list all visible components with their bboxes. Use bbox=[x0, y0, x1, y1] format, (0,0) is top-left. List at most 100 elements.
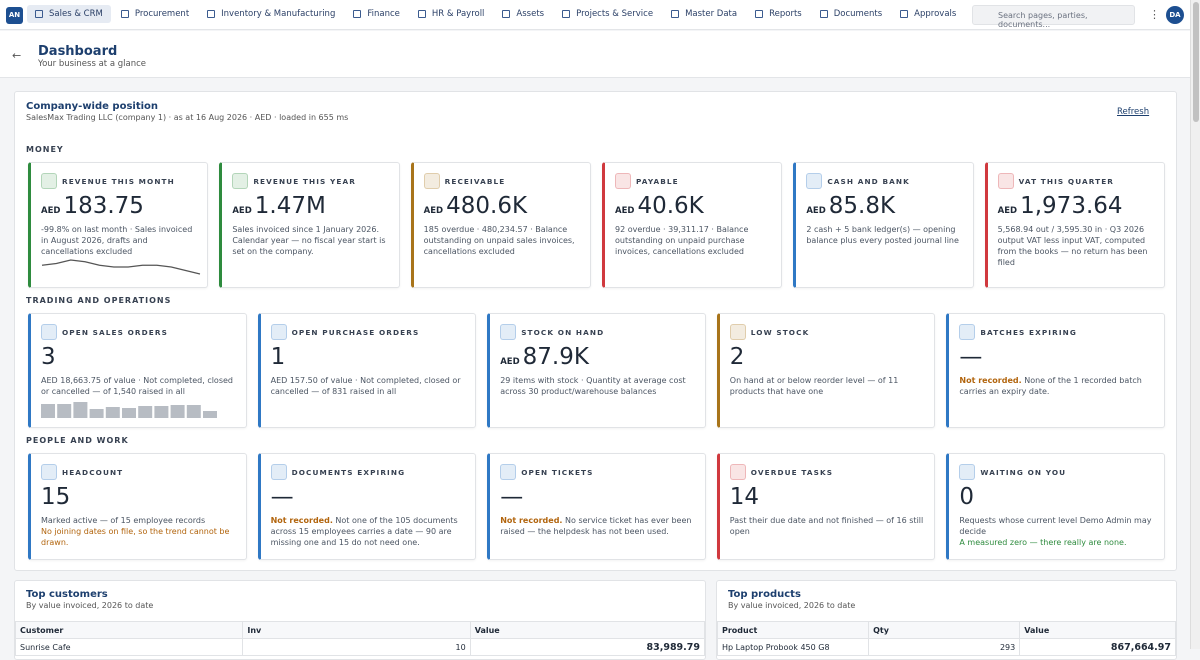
card-currency: AED bbox=[232, 206, 252, 216]
kpi-card[interactable]: OVERDUE TASKS 14 Past their due date and n… bbox=[716, 453, 936, 560]
back-button[interactable]: ← bbox=[12, 49, 22, 62]
refresh-link[interactable]: Refresh bbox=[1117, 107, 1150, 117]
nav-icon bbox=[120, 10, 129, 18]
kpi-card[interactable]: REVENUE THIS MONTH AED 183.75 -99.8% on las… bbox=[28, 162, 209, 288]
card-value: 40.6K bbox=[637, 193, 704, 219]
nav-item[interactable]: Sales & CRM bbox=[27, 5, 111, 23]
kpi-card[interactable]: OPEN SALES ORDERS 3 AED 18,663.75 of value… bbox=[28, 313, 247, 428]
kpi-card[interactable]: BATCHES EXPIRING — Not recorded. None of t… bbox=[946, 313, 1165, 428]
table-cell: 867,664.97 bbox=[1019, 638, 1176, 656]
card-note: Not recorded. bbox=[270, 516, 333, 525]
mini-bar bbox=[186, 405, 201, 418]
search-box[interactable]: Search pages, parties, documents... bbox=[972, 5, 1135, 29]
card-label: VAT THIS QUARTER bbox=[1018, 177, 1115, 186]
nav-item[interactable]: Reports bbox=[747, 5, 810, 23]
kpi-card[interactable]: LOW STOCK 2 On hand at or below reorder le… bbox=[716, 313, 936, 428]
card-desc: Not recorded. None of the 1 recorded bat… bbox=[959, 375, 1156, 397]
card-desc-text: None of the 1 recorded batch carries an … bbox=[959, 376, 1142, 396]
mini-bar bbox=[57, 404, 72, 418]
card-desc-text: Sales invoiced since 1 January 2026. Cal… bbox=[232, 225, 386, 256]
card-value-row: AED 183.75 bbox=[41, 193, 144, 219]
table-cell: Sunrise Cafe bbox=[14, 638, 244, 656]
card-value: — bbox=[500, 484, 524, 510]
data-table: Customer Inv Value Sunrise Cafe 10 83,989.79 bbox=[14, 621, 706, 656]
kpi-card[interactable]: VAT THIS QUARTER AED 1,973.64 5,568.94 out … bbox=[984, 162, 1165, 288]
avatar[interactable]: DA bbox=[1166, 6, 1184, 24]
nav-item[interactable]: Master Data bbox=[663, 5, 745, 23]
card-desc: AED 157.50 of value · Not completed, clo… bbox=[271, 375, 468, 397]
kpi-card[interactable]: REVENUE THIS YEAR AED 1.47M Sales invoiced … bbox=[219, 162, 400, 288]
nav-label: HR & Payroll bbox=[431, 9, 485, 19]
nav-item[interactable]: Finance bbox=[345, 5, 408, 23]
card-value: 480.6K bbox=[446, 193, 528, 219]
card-value: 1,973.64 bbox=[1020, 193, 1123, 219]
position-panel: Company-wide position SalesMax Trading L… bbox=[14, 91, 1177, 571]
card-icon bbox=[41, 324, 57, 340]
nav-label: Approvals bbox=[914, 9, 957, 19]
nav-item[interactable]: Inventory & Manufacturing bbox=[199, 5, 343, 23]
nav-item[interactable]: Procurement bbox=[113, 5, 197, 23]
nav-item[interactable]: Assets bbox=[494, 5, 552, 23]
kpi-card[interactable]: DOCUMENTS EXPIRING — Not recorded. Not one… bbox=[257, 453, 477, 560]
card-footnote: A measured zero — there really are none. bbox=[959, 538, 1127, 547]
table-subtitle: By value invoiced, 2026 to date bbox=[728, 601, 856, 610]
kpi-card[interactable]: RECEIVABLE AED 480.6K 185 overdue · 480,234… bbox=[410, 162, 591, 288]
card-value: 15 bbox=[41, 484, 71, 510]
kpi-card[interactable]: HEADCOUNT 15 Marked active — of 15 employe… bbox=[28, 453, 247, 560]
card-icon bbox=[729, 324, 746, 340]
card-desc-text: Requests whose current level Demo Admin … bbox=[959, 516, 1152, 536]
header-row: Product Qty Value bbox=[716, 621, 1176, 639]
card-icon bbox=[232, 173, 249, 189]
nav-item[interactable]: Approvals bbox=[892, 5, 964, 23]
card-value-row: — bbox=[959, 344, 982, 370]
nav-icon bbox=[353, 10, 362, 18]
menu-dots[interactable]: ⋮ bbox=[1149, 8, 1160, 21]
kpi-card[interactable]: OPEN PURCHASE ORDERS 1 AED 157.50 of value… bbox=[257, 313, 477, 428]
card-label: REVENUE THIS MONTH bbox=[62, 177, 175, 186]
card-icon bbox=[806, 173, 823, 189]
column-header: Value bbox=[469, 621, 706, 639]
card-desc-text: AED 157.50 of value · Not completed, clo… bbox=[270, 376, 461, 396]
card-label: OVERDUE TASKS bbox=[750, 468, 834, 477]
table-row[interactable]: Hp Laptop Probook 450 G8 293 867,664.97 bbox=[716, 638, 1176, 656]
nav-items: Sales & CRM Procurement Inventory & Manufa… bbox=[27, 5, 964, 23]
card-label: PAYABLE bbox=[636, 177, 679, 186]
top-nav: AN Sales & CRM Procurement Inventory & Man… bbox=[0, 0, 1190, 30]
column-header: Qty bbox=[868, 621, 1021, 639]
kpi-card[interactable]: WAITING ON YOU 0 Requests whose current le… bbox=[946, 453, 1165, 560]
card-icon bbox=[500, 464, 517, 480]
nav-label: Sales & CRM bbox=[49, 9, 103, 19]
card-label: DOCUMENTS EXPIRING bbox=[291, 468, 406, 477]
table-row[interactable]: Sunrise Cafe 10 83,989.79 bbox=[14, 638, 706, 656]
nav-item[interactable]: Documents bbox=[812, 5, 890, 23]
nav-icon bbox=[900, 10, 909, 18]
card-note: Not recorded. bbox=[959, 376, 1022, 385]
card-icon bbox=[423, 173, 440, 189]
card-value: 2 bbox=[729, 344, 745, 370]
kpi-card[interactable]: STOCK ON HAND AED 87.9K 29 items with stock… bbox=[487, 313, 706, 428]
nav-label: Documents bbox=[833, 9, 883, 19]
table-title: Top products bbox=[728, 589, 801, 600]
sparkline bbox=[41, 259, 201, 275]
card-desc: Past their due date and not finished — o… bbox=[730, 515, 927, 537]
card-label: RECEIVABLE bbox=[444, 177, 506, 186]
nav-label: Inventory & Manufacturing bbox=[221, 9, 336, 19]
scrollbar[interactable] bbox=[1190, 0, 1200, 649]
card-value-row: — bbox=[500, 484, 523, 510]
brand[interactable]: AN bbox=[6, 7, 23, 24]
card-icon bbox=[729, 464, 746, 480]
section-title: MONEY bbox=[26, 145, 64, 154]
nav-item[interactable]: HR & Payroll bbox=[410, 5, 493, 23]
card-value-row: 0 bbox=[959, 484, 974, 510]
kpi-card[interactable]: CASH AND BANK AED 85.8K 2 cash + 5 bank led… bbox=[793, 162, 974, 288]
card-currency: AED bbox=[500, 357, 520, 367]
kpi-card[interactable]: OPEN TICKETS — Not recorded. No service ti… bbox=[487, 453, 706, 560]
card-value: 87.9K bbox=[522, 344, 589, 370]
mini-bar bbox=[138, 406, 153, 418]
nav-item[interactable]: Projects & Service bbox=[554, 5, 661, 23]
card-label: BATCHES EXPIRING bbox=[980, 328, 1077, 337]
kpi-card[interactable]: PAYABLE AED 40.6K 92 overdue · 39,311.17 · … bbox=[602, 162, 783, 288]
header-row: Customer Inv Value bbox=[14, 621, 706, 639]
card-value-row: AED 1.47M bbox=[232, 193, 326, 219]
